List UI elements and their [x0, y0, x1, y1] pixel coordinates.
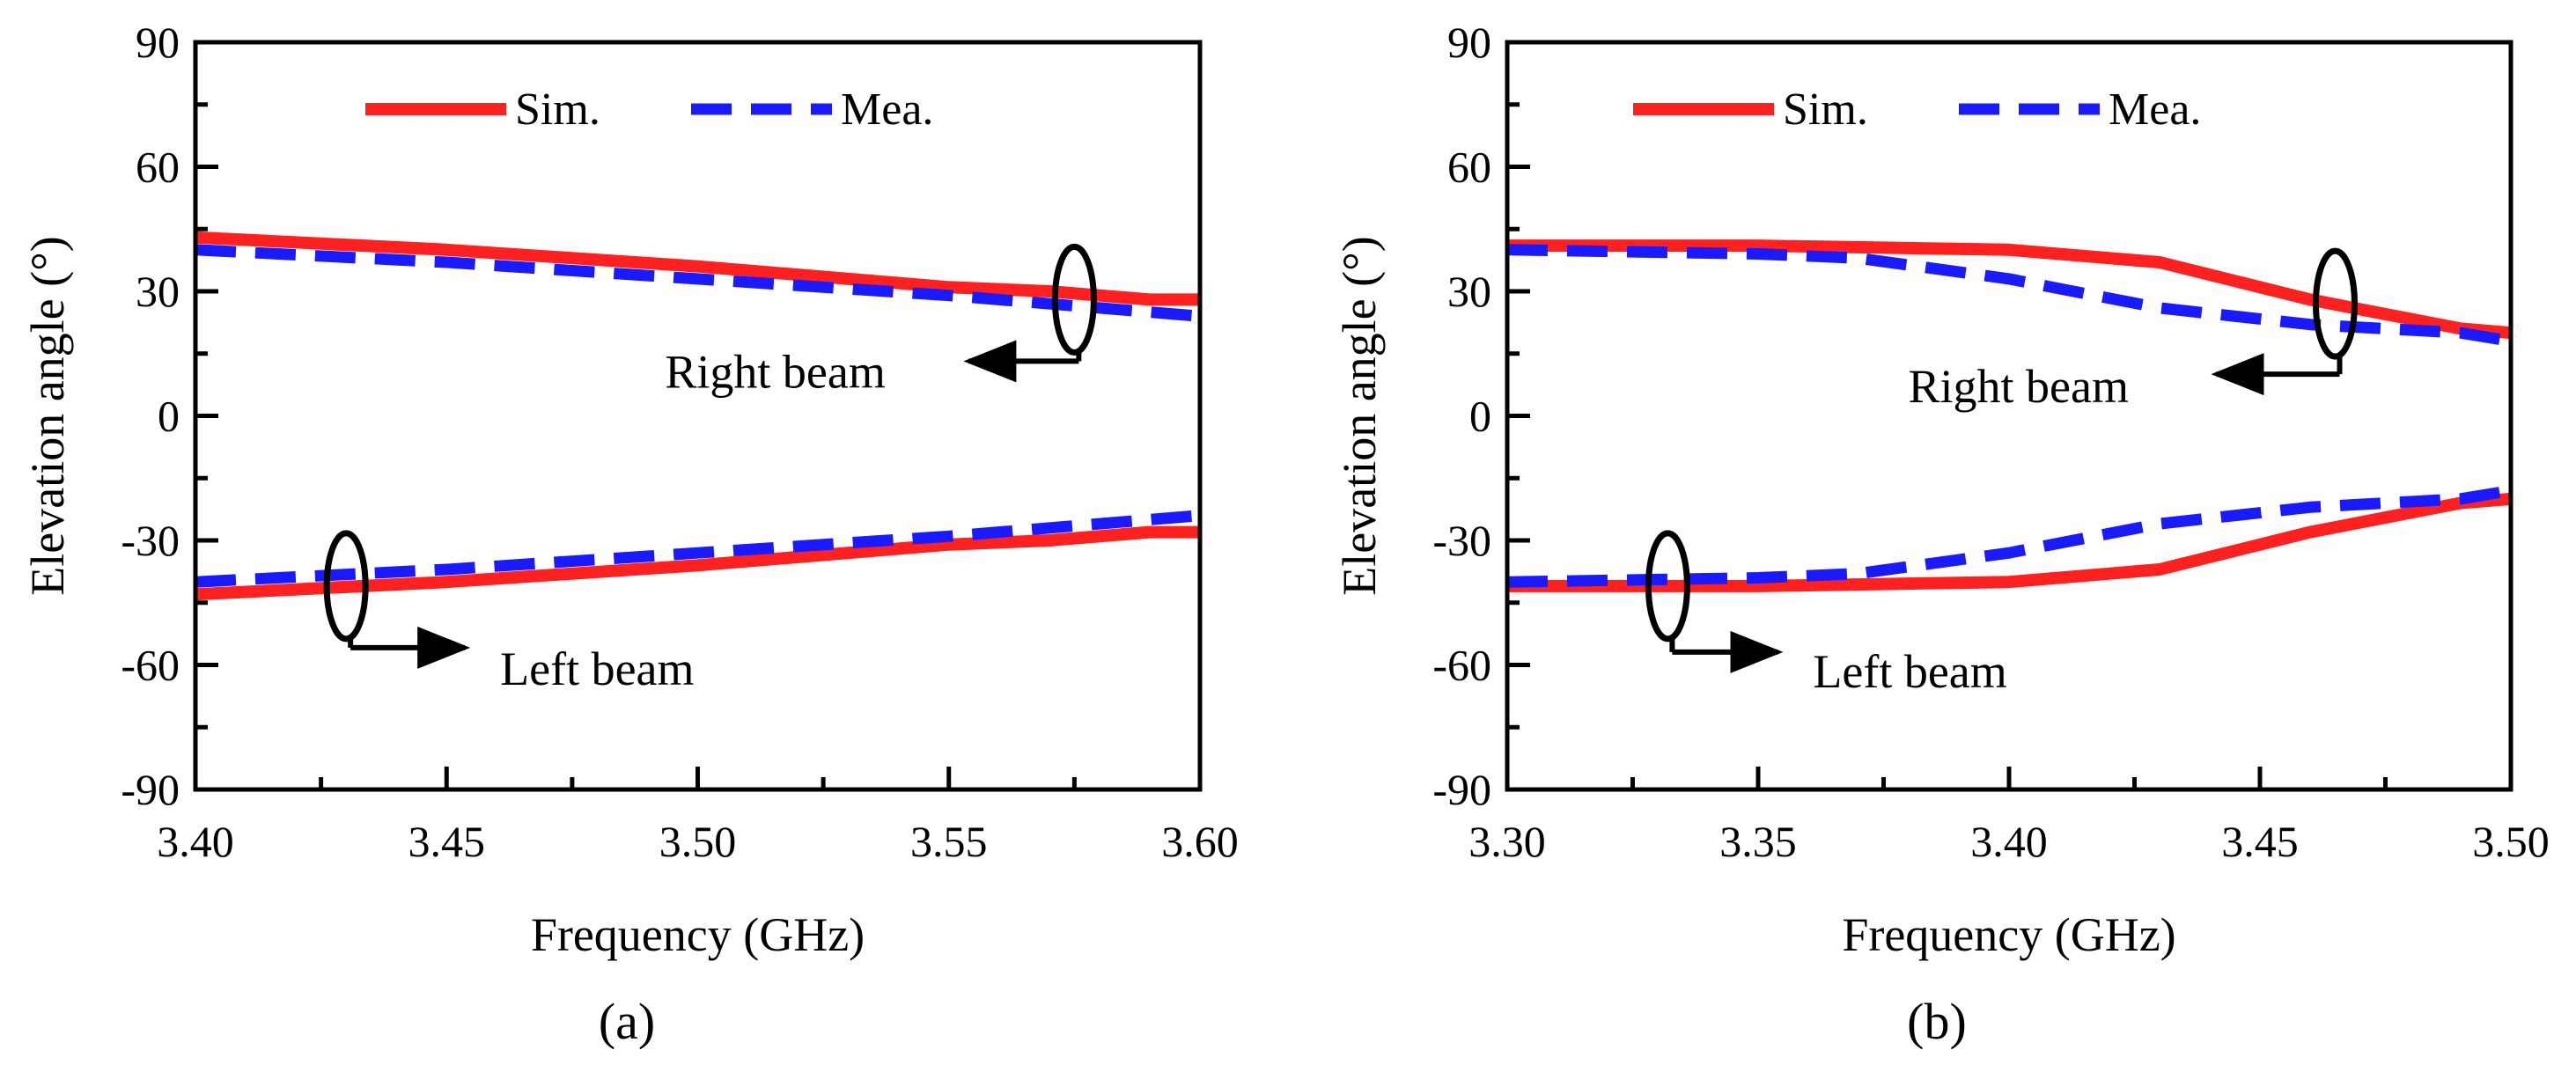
legend-label-0: Sim. — [515, 84, 600, 135]
plot-frame — [193, 40, 1203, 792]
y-tick-label: -30 — [1432, 516, 1491, 565]
x-tick-label: 3.60 — [1161, 817, 1239, 866]
y-tick-label: 60 — [136, 143, 180, 192]
series-line-sim-2 — [195, 525, 1200, 601]
y-tick-label: -60 — [1432, 641, 1491, 690]
y-tick-label: -60 — [121, 641, 180, 690]
series-line-mea-1 — [195, 244, 1200, 322]
series-line-mea-3 — [1507, 484, 2511, 588]
y-axis-title: Elevation angle (°) — [1333, 236, 1386, 595]
panel-caption: (b) — [1907, 993, 1967, 1050]
series-line-mea-1 — [1507, 244, 2511, 348]
legend-label-0: Sim. — [1783, 84, 1868, 135]
series-group — [1507, 239, 2511, 592]
y-tick-label: 90 — [136, 18, 180, 67]
annotation-text: Left beam — [1813, 645, 2006, 698]
y-tick-label: 60 — [1447, 143, 1491, 192]
series-line-sim-0 — [195, 231, 1200, 306]
x-tick-label: 3.50 — [659, 817, 737, 866]
legend-label-1: Mea. — [841, 84, 933, 135]
annotation-text: Right beam — [665, 345, 885, 398]
annotation-text: Left beam — [500, 642, 694, 695]
x-axis-title: Frequency (GHz) — [1842, 908, 2175, 961]
series-group — [195, 231, 1200, 601]
y-tick-label: 0 — [1469, 392, 1491, 441]
annotation-ellipse — [1051, 243, 1097, 356]
x-axis-title: Frequency (GHz) — [531, 908, 865, 961]
legend: Sim. Mea. — [1633, 84, 2201, 135]
x-tick-label: 3.40 — [1970, 817, 2048, 866]
annotation-ellipse — [2313, 247, 2358, 360]
annotation-ellipse — [1645, 530, 1690, 642]
y-tick-label: 30 — [136, 267, 180, 316]
x-tick-label: 3.45 — [2221, 817, 2299, 866]
legend-label-1: Mea. — [2109, 84, 2201, 135]
annotation-text: Right beam — [1909, 360, 2129, 413]
plot-frame — [1505, 40, 2513, 792]
x-tick-label: 3.40 — [157, 817, 234, 866]
x-tick-label: 3.55 — [910, 817, 988, 866]
y-tick-label: 90 — [1447, 18, 1491, 67]
y-tick-label: -90 — [121, 765, 180, 814]
chart-panel-a: 3.40 3.45 3.50 3.55 3.60 90 60 30 0 -30 -60 -90 Freq… — [21, 18, 1239, 1050]
x-tick-label: 3.45 — [408, 817, 486, 866]
series-line-sim-0 — [1507, 239, 2511, 340]
y-tick-label: 30 — [1447, 267, 1491, 316]
chart-panel-b: 3.30 3.35 3.40 3.45 3.50 90 60 30 0 -30 -60 -90 Freq… — [1333, 18, 2550, 1050]
x-tick-label: 3.35 — [1719, 817, 1797, 866]
y-axis-title: Elevation angle (°) — [21, 236, 74, 595]
x-tick-label: 3.50 — [2472, 817, 2550, 866]
legend: Sim. Mea. — [365, 84, 933, 135]
x-tick-label: 3.30 — [1468, 817, 1546, 866]
panel-caption: (a) — [599, 993, 655, 1050]
y-tick-label: 0 — [158, 392, 180, 441]
y-tick-label: -90 — [1432, 765, 1491, 814]
series-line-mea-3 — [195, 510, 1200, 588]
y-tick-label: -30 — [121, 516, 180, 565]
annotation-ellipse — [323, 530, 369, 642]
